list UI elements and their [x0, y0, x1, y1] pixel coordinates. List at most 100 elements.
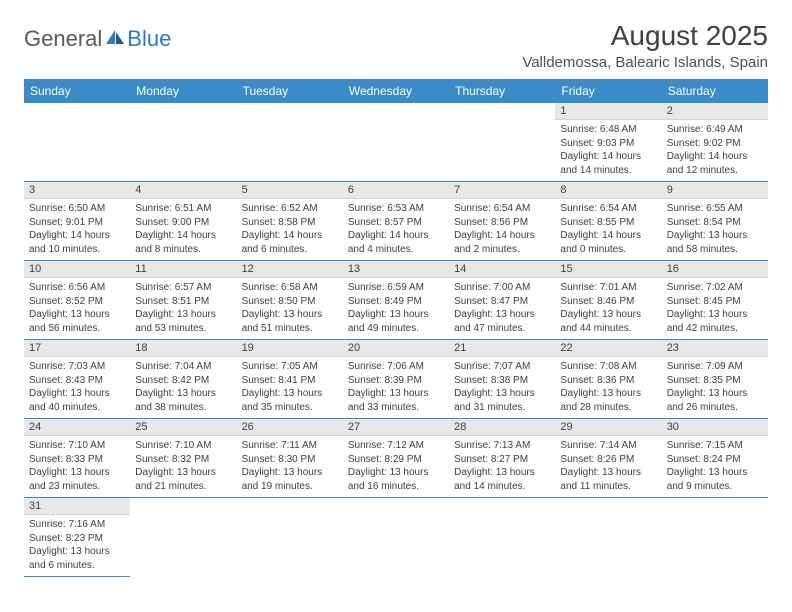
day-line: Sunset: 8:54 PM — [667, 216, 763, 230]
day-number: 6 — [343, 182, 449, 199]
calendar-cell — [237, 103, 343, 182]
day-line: Daylight: 13 hours — [135, 387, 231, 401]
day-line: Sunrise: 7:15 AM — [667, 439, 763, 453]
day-header: Sunday — [24, 79, 130, 103]
day-number: 5 — [237, 182, 343, 199]
day-body: Sunrise: 6:58 AMSunset: 8:50 PMDaylight:… — [237, 278, 343, 339]
day-line: Sunrise: 6:54 AM — [560, 202, 656, 216]
day-line: Sunset: 8:32 PM — [135, 453, 231, 467]
day-line: and 38 minutes. — [135, 401, 231, 415]
day-line: Sunset: 8:43 PM — [29, 374, 125, 388]
calendar-cell: 5Sunrise: 6:52 AMSunset: 8:58 PMDaylight… — [237, 182, 343, 261]
day-line: Daylight: 13 hours — [667, 229, 763, 243]
day-header: Tuesday — [237, 79, 343, 103]
calendar-cell: 16Sunrise: 7:02 AMSunset: 8:45 PMDayligh… — [662, 261, 768, 340]
day-line: Sunrise: 7:09 AM — [667, 360, 763, 374]
day-body: Sunrise: 7:04 AMSunset: 8:42 PMDaylight:… — [130, 357, 236, 418]
day-number: 31 — [24, 498, 130, 515]
day-body: Sunrise: 7:16 AMSunset: 8:23 PMDaylight:… — [24, 515, 130, 576]
day-line: and 51 minutes. — [242, 322, 338, 336]
calendar-body: 1Sunrise: 6:48 AMSunset: 9:03 PMDaylight… — [24, 103, 768, 577]
day-body: Sunrise: 7:05 AMSunset: 8:41 PMDaylight:… — [237, 357, 343, 418]
day-number: 17 — [24, 340, 130, 357]
day-header: Saturday — [662, 79, 768, 103]
logo: General Blue — [24, 26, 171, 52]
day-line: Sunset: 8:30 PM — [242, 453, 338, 467]
calendar-cell: 20Sunrise: 7:06 AMSunset: 8:39 PMDayligh… — [343, 340, 449, 419]
day-number: 15 — [555, 261, 661, 278]
location: Valldemossa, Balearic Islands, Spain — [522, 54, 768, 71]
day-line: and 33 minutes. — [348, 401, 444, 415]
day-line: Daylight: 13 hours — [454, 308, 550, 322]
day-line: Sunset: 9:00 PM — [135, 216, 231, 230]
day-line: and 9 minutes. — [667, 480, 763, 494]
day-line: Sunrise: 7:12 AM — [348, 439, 444, 453]
day-line: and 49 minutes. — [348, 322, 444, 336]
day-line: and 0 minutes. — [560, 243, 656, 257]
day-line: Sunrise: 6:49 AM — [667, 123, 763, 137]
day-body: Sunrise: 6:57 AMSunset: 8:51 PMDaylight:… — [130, 278, 236, 339]
day-line: Sunset: 8:35 PM — [667, 374, 763, 388]
day-number: 28 — [449, 419, 555, 436]
day-line: and 40 minutes. — [29, 401, 125, 415]
calendar-week: 17 Sunrise: 7:03 AMSunset: 8:43 PM Dayligh… — [24, 340, 768, 419]
day-line: Sunset: 8:52 PM — [29, 295, 125, 309]
day-line: Daylight: 14 hours — [348, 229, 444, 243]
day-number: 18 — [130, 340, 236, 357]
day-body: Sunrise: 6:50 AMSunset: 9:01 PMDaylight:… — [24, 199, 130, 260]
day-line: Daylight: 13 hours — [560, 387, 656, 401]
day-number: 4 — [130, 182, 236, 199]
logo-text-general: General — [24, 26, 102, 52]
day-line: Sunset: 8:36 PM — [560, 374, 656, 388]
calendar-cell — [555, 498, 661, 577]
calendar-cell: 13Sunrise: 6:59 AMSunset: 8:49 PMDayligh… — [343, 261, 449, 340]
day-body: Sunrise: 7:09 AMSunset: 8:35 PMDaylight:… — [662, 357, 768, 418]
day-line: Sunrise: 7:03 AM — [29, 360, 125, 374]
day-line: Sunset: 8:57 PM — [348, 216, 444, 230]
logo-text-blue: Blue — [127, 26, 171, 52]
calendar-cell: 25Sunrise: 7:10 AMSunset: 8:32 PMDayligh… — [130, 419, 236, 498]
day-body: Sunrise: 7:08 AMSunset: 8:36 PMDaylight:… — [555, 357, 661, 418]
day-header: Friday — [555, 79, 661, 103]
calendar-cell: 9Sunrise: 6:55 AMSunset: 8:54 PMDaylight… — [662, 182, 768, 261]
day-line: Sunrise: 7:14 AM — [560, 439, 656, 453]
calendar-cell: 22Sunrise: 7:08 AMSunset: 8:36 PMDayligh… — [555, 340, 661, 419]
day-line: and 56 minutes. — [29, 322, 125, 336]
day-line: Sunrise: 7:11 AM — [242, 439, 338, 453]
day-body: Sunrise: 6:59 AMSunset: 8:49 PMDaylight:… — [343, 278, 449, 339]
day-number: 27 — [343, 419, 449, 436]
day-number: 26 — [237, 419, 343, 436]
day-body: Sunrise: 7:14 AMSunset: 8:26 PMDaylight:… — [555, 436, 661, 497]
calendar-cell — [237, 498, 343, 577]
day-line: Sunrise: 7:00 AM — [454, 281, 550, 295]
day-line: Sunset: 8:46 PM — [560, 295, 656, 309]
day-number: 21 — [449, 340, 555, 357]
day-line: Daylight: 13 hours — [560, 308, 656, 322]
day-line: and 16 minutes. — [348, 480, 444, 494]
day-line: Sunrise: 7:04 AM — [135, 360, 231, 374]
calendar-cell: 4Sunrise: 6:51 AMSunset: 9:00 PMDaylight… — [130, 182, 236, 261]
day-line: Sunrise: 6:50 AM — [29, 202, 125, 216]
day-line: Daylight: 13 hours — [29, 466, 125, 480]
day-body: Sunrise: 6:53 AMSunset: 8:57 PMDaylight:… — [343, 199, 449, 260]
day-line: and 58 minutes. — [667, 243, 763, 257]
calendar-cell: 31Sunrise: 7:16 AMSunset: 8:23 PMDayligh… — [24, 498, 130, 577]
day-number: 7 — [449, 182, 555, 199]
day-line: Daylight: 14 hours — [135, 229, 231, 243]
calendar-cell: 11Sunrise: 6:57 AMSunset: 8:51 PMDayligh… — [130, 261, 236, 340]
day-line: and 8 minutes. — [135, 243, 231, 257]
day-line: Sunset: 8:58 PM — [242, 216, 338, 230]
day-line: and 28 minutes. — [560, 401, 656, 415]
calendar-cell: 18Sunrise: 7:04 AMSunset: 8:42 PMDayligh… — [130, 340, 236, 419]
day-number: 1 — [555, 103, 661, 120]
day-line: Sunrise: 6:55 AM — [667, 202, 763, 216]
calendar-cell: 1Sunrise: 6:48 AMSunset: 9:03 PMDaylight… — [555, 103, 661, 182]
calendar-week: 24Sunrise: 7:10 AMSunset: 8:33 PMDayligh… — [24, 419, 768, 498]
calendar-cell: 24Sunrise: 7:10 AMSunset: 8:33 PMDayligh… — [24, 419, 130, 498]
day-body: Sunrise: 7:00 AMSunset: 8:47 PMDaylight:… — [449, 278, 555, 339]
day-body: Sunrise: 7:10 AMSunset: 8:33 PMDaylight:… — [24, 436, 130, 497]
day-line: Sunrise: 6:57 AM — [135, 281, 231, 295]
calendar-cell: 21Sunrise: 7:07 AMSunset: 8:38 PMDayligh… — [449, 340, 555, 419]
day-line: Sunset: 9:02 PM — [667, 137, 763, 151]
day-line: and 11 minutes. — [560, 480, 656, 494]
